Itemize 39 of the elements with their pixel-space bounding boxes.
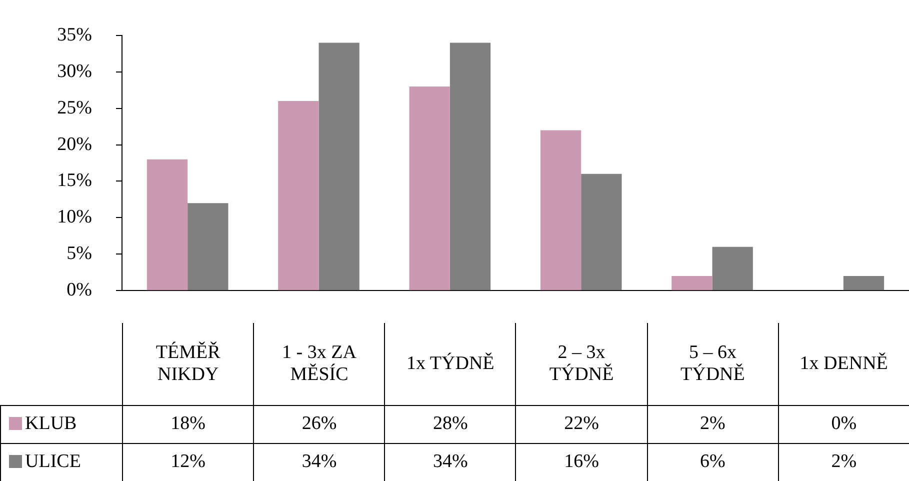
bar — [540, 130, 582, 290]
legend-label: ULICE — [0, 443, 122, 481]
bar — [188, 203, 228, 290]
data-label: 34% — [254, 443, 385, 481]
data-label: 12% — [122, 443, 254, 481]
y-tick-label: 30% — [57, 60, 92, 82]
x-tick-label: 2 – 3x TÝDNĚ — [516, 323, 648, 405]
data-label: 2% — [647, 405, 778, 443]
bar — [712, 246, 753, 290]
data-label: 6% — [647, 443, 778, 481]
y-tick-label: 15% — [57, 170, 92, 192]
data-label: 16% — [516, 443, 648, 481]
data-label: 2% — [778, 443, 909, 481]
bar — [450, 42, 491, 290]
x-tick-label: 5 – 6x TÝDNĚ — [647, 323, 778, 405]
y-tick-label: 35% — [57, 24, 92, 46]
bar — [409, 86, 450, 290]
data-label: 0% — [778, 405, 909, 443]
data-label: 34% — [384, 443, 516, 481]
x-tick-label: 1x DENNĚ — [778, 323, 909, 405]
y-tick-label: 25% — [57, 97, 92, 118]
bar — [581, 174, 622, 290]
data-label: 26% — [254, 405, 385, 443]
data-label: 18% — [122, 405, 254, 443]
x-tick-label: 1x TÝDNĚ — [384, 323, 516, 405]
bar — [146, 159, 188, 290]
data-label: 22% — [516, 405, 648, 443]
x-tick-label: TÉMĚŘ NIKDY — [122, 323, 254, 405]
y-tick-label: 5% — [66, 243, 92, 264]
y-tick-label: 20% — [57, 134, 92, 155]
bar — [278, 101, 319, 290]
bar — [672, 276, 712, 290]
y-tick-label: 10% — [57, 206, 92, 228]
legend-label: KLUB — [0, 405, 122, 443]
bar — [843, 276, 884, 290]
bar — [318, 42, 360, 290]
y-tick-label: 0% — [66, 280, 92, 301]
data-label: 28% — [384, 405, 516, 443]
x-tick-label: 1 - 3x ZA MĚSÍC — [254, 323, 385, 405]
